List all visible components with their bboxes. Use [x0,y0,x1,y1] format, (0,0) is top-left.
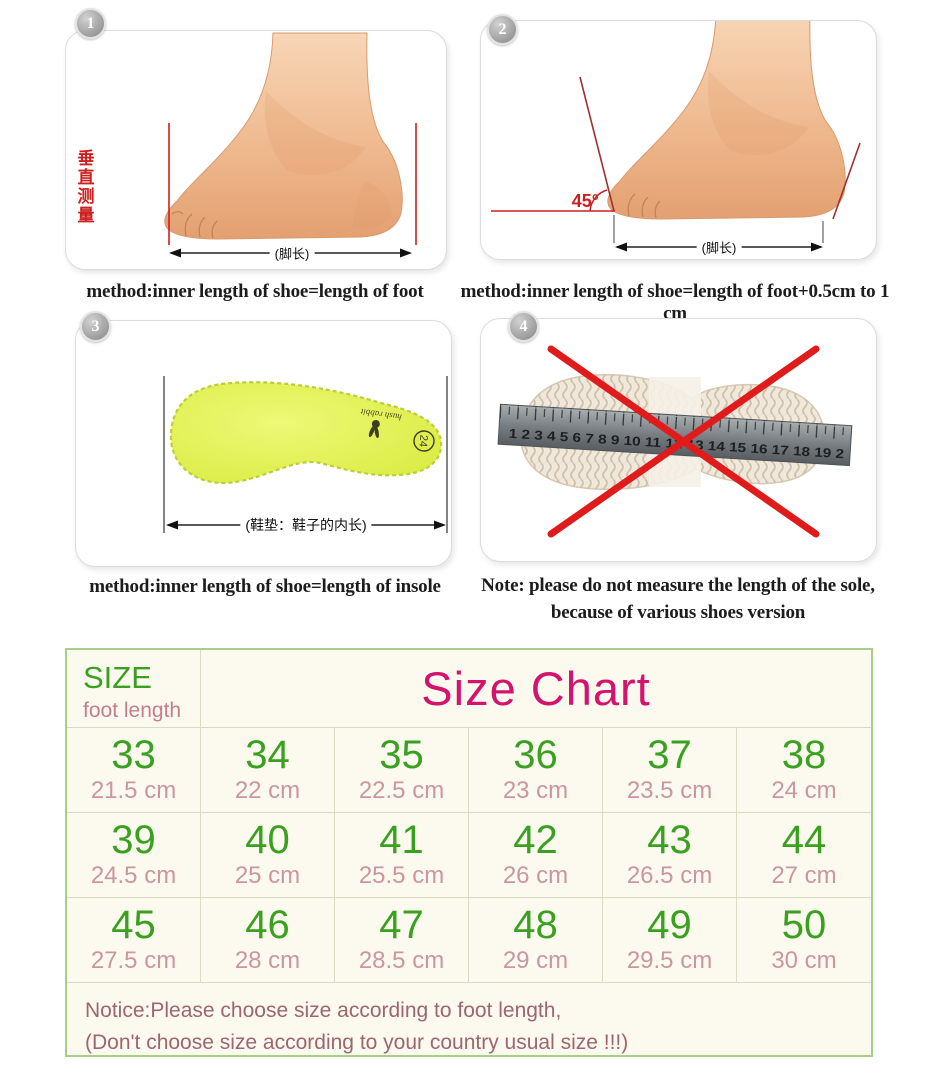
panel-measure-foot-45: 45° (脚长) [480,20,877,260]
size-cell-41: 41 25.5 cm [335,813,469,898]
size-chart-title: Size Chart [201,650,871,728]
sole-illustration: 1 2 3 4 5 6 7 8 9 10 11 12 13 14 15 16 1… [497,345,853,538]
panel-1-caption: method:inner length of shoe=length of fo… [86,281,424,302]
size-cell-43: 43 26.5 cm [603,813,737,898]
vertical-measure-label: 垂直测量 [77,149,95,225]
panel-measure-foot: 垂直测量 (脚长) [65,30,447,270]
size-cell-38: 38 24 cm [737,728,871,813]
size-cell-48: 48 29 cm [469,898,603,983]
size-cell-50: 50 30 cm [737,898,871,983]
panel-do-not-measure-sole: 1 2 3 4 5 6 7 8 9 10 11 12 13 14 15 16 1… [480,318,877,562]
measure-lines-red [168,123,417,245]
notice-line-2: (Don't choose size according to your cou… [85,1030,629,1054]
red-cross-icon [547,345,820,538]
insole-illustration: hush rabbit 24 [163,376,448,533]
step-1-badge: 1 [75,8,106,39]
foot-45-illustration: 45° [491,21,861,252]
angle-45-label: 45° [572,191,599,211]
measure-lines [163,376,448,533]
size-cell-35: 35 22.5 cm [335,728,469,813]
size-cell-40: 40 25 cm [201,813,335,898]
size-cell-47: 47 28.5 cm [335,898,469,983]
size-cell-45: 45 27.5 cm [67,898,201,983]
panel-measure-insole: hush rabbit 24 (鞋垫：鞋子的内长) [75,320,452,567]
foot-length-label: (脚长) [269,243,315,263]
size-cell-39: 39 24.5 cm [67,813,201,898]
size-cell-34: 34 22 cm [201,728,335,813]
foot-length-header-label: foot length [83,699,182,722]
size-cell-42: 42 26 cm [469,813,603,898]
note-line-1: Note: please do not measure the length o… [481,575,875,596]
svg-text:24: 24 [416,434,429,447]
size-chart-table: SIZE foot length Size Chart 33 21.5 cm 34… [65,648,873,1057]
size-cell-44: 44 27 cm [737,813,871,898]
size-cell-36: 36 23 cm [469,728,603,813]
size-chart-notice: Notice:Please choose size according to f… [67,983,871,1058]
foot-length-label: (脚长) [696,237,742,257]
size-cell-49: 49 29.5 cm [603,898,737,983]
panel-3-caption: method:inner length of shoe=length of in… [89,576,441,597]
foot-illustration [164,32,417,258]
insole-size-mark: 24 [413,430,435,452]
step-3-badge: 3 [80,311,111,342]
size-header-label: SIZE [83,660,152,695]
size-chart-corner: SIZE foot length [67,650,201,728]
step-2-badge: 2 [487,14,518,45]
insole-length-label: (鞋垫：鞋子的内长) [240,515,372,535]
note-line-2: because of various shoes version [550,602,806,623]
angle-annotation: 45° [491,76,861,243]
size-cell-33: 33 21.5 cm [67,728,201,813]
notice-line-1: Notice:Please choose size according to f… [85,999,562,1022]
size-cell-46: 46 28 cm [201,898,335,983]
panel-4-caption: Note: please do not measure the length o… [468,572,888,626]
size-cell-37: 37 23.5 cm [603,728,737,813]
step-4-badge: 4 [508,311,539,342]
